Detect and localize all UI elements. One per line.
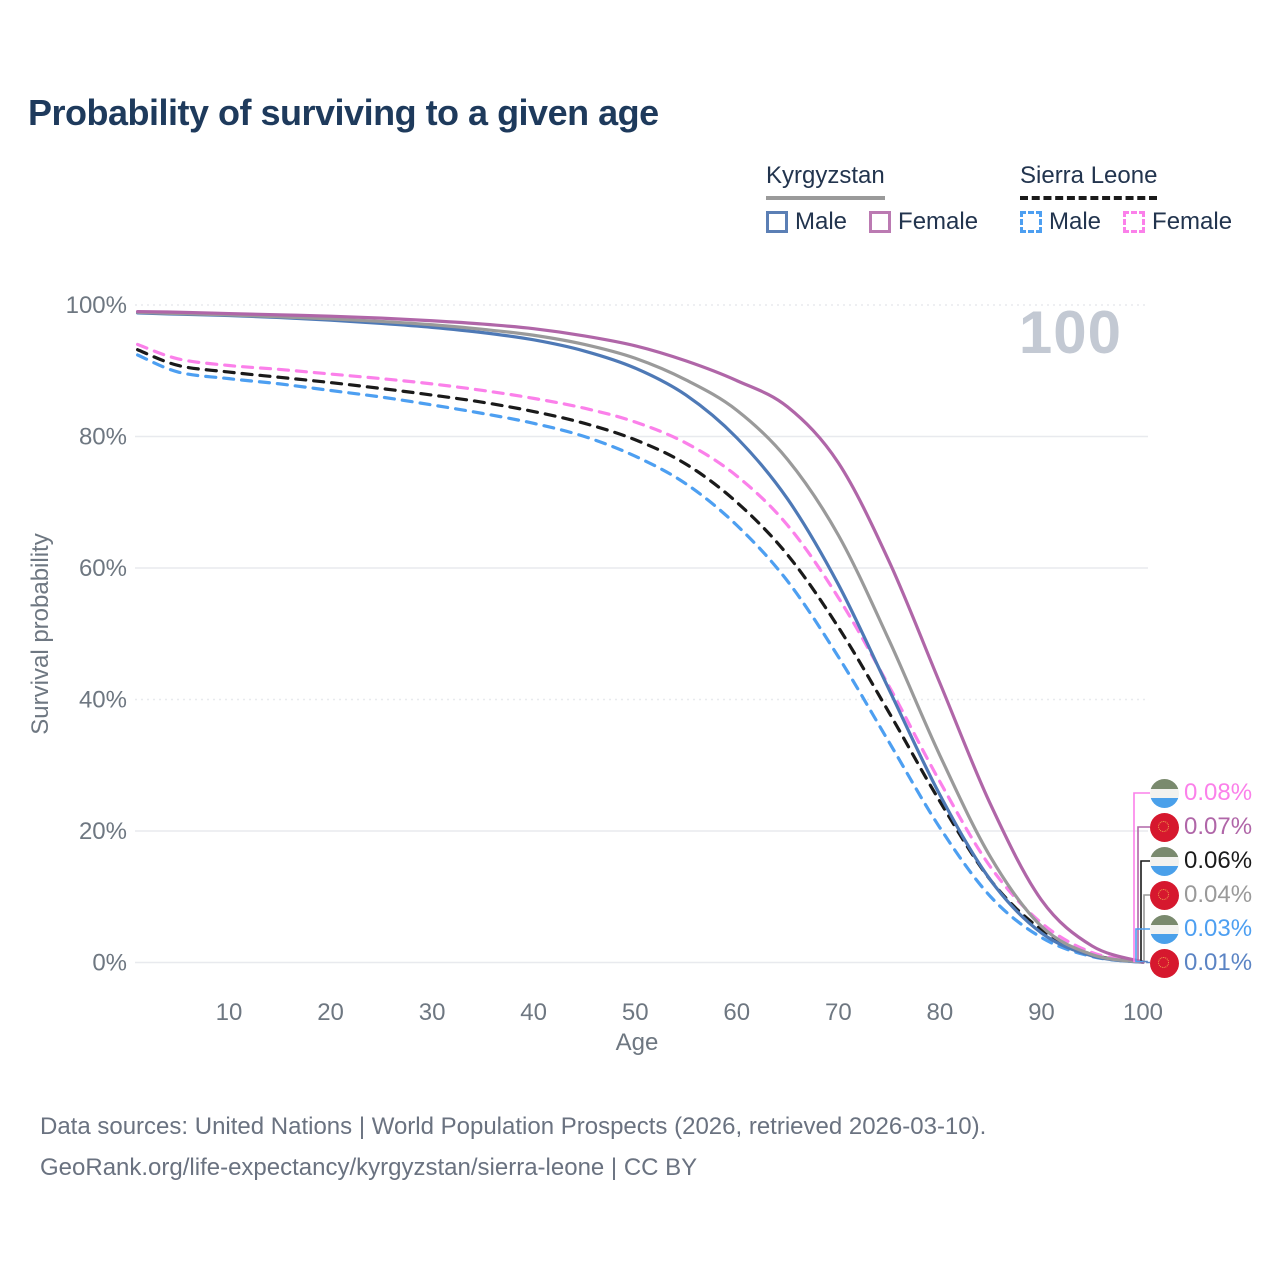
sierra-leone-flag-icon	[1150, 778, 1179, 808]
svg-text:Survival probability: Survival probability	[27, 533, 54, 734]
svg-text:90: 90	[1028, 999, 1055, 1026]
svg-text:20%: 20%	[79, 818, 127, 845]
svg-text:80: 80	[927, 999, 954, 1026]
series-line-kyrgyzstan-male	[135, 311, 1145, 964]
kyrgyzstan-female-swatch-icon	[869, 211, 892, 233]
end-label-kyrgyzstan-female: 0.07%	[1150, 811, 1252, 843]
svg-text:10: 10	[216, 999, 243, 1026]
svg-text:20: 20	[317, 999, 344, 1026]
svg-text:Age: Age	[616, 1029, 659, 1056]
legend-item-sierra-leone-male[interactable]: Male	[1020, 208, 1101, 236]
sierra-leone-female-swatch-icon	[1123, 211, 1146, 233]
end-label-kyrgyzstan-male: 0.01%	[1150, 947, 1252, 979]
legend-header-sierra-leone: Sierra Leone	[1020, 162, 1158, 200]
end-label-kyrgyzstan-both: 0.04%	[1150, 879, 1252, 911]
legend-item-kyrgyzstan-male[interactable]: Male	[766, 208, 847, 236]
svg-text:100%: 100%	[66, 292, 127, 319]
footer-sources-line: Data sources: United Nations | World Pop…	[40, 1113, 987, 1140]
sierra-leone-male-swatch-icon	[1020, 211, 1042, 233]
end-label-sierra-leone-female: 0.08%	[1150, 777, 1252, 809]
kyrgyzstan-flag-icon	[1150, 812, 1179, 842]
legend-item-sierra-leone-female[interactable]: Female	[1123, 208, 1232, 236]
sierra-leone-flag-icon	[1150, 846, 1179, 876]
series-line-sierra-leone-male	[135, 353, 1145, 964]
svg-text:40%: 40%	[79, 687, 127, 714]
svg-text:50: 50	[622, 999, 649, 1026]
series-line-kyrgyzstan-female	[135, 309, 1145, 964]
data-source-footer: Data sources: United Nations | World Pop…	[40, 1106, 986, 1188]
svg-text:60: 60	[723, 999, 750, 1026]
svg-text:30: 30	[419, 999, 446, 1026]
series-line-sierra-leone-both-sexes	[135, 348, 1145, 964]
svg-text:100: 100	[1123, 999, 1163, 1026]
kyrgyzstan-male-swatch-icon	[766, 211, 788, 233]
page-title: Probability of surviving to a given age	[28, 92, 659, 133]
footer-attribution-line: GeoRank.org/life-expectancy/kyrgyzstan/s…	[40, 1154, 698, 1181]
legend-header-kyrgyzstan: Kyrgyzstan	[766, 162, 885, 200]
legend-group-kyrgyzstan: Kyrgyzstan Male Female	[766, 162, 1001, 236]
series-line-sierra-leone-female	[135, 342, 1145, 964]
kyrgyzstan-flag-icon	[1150, 880, 1179, 910]
end-label-sierra-leone-both: 0.06%	[1150, 845, 1252, 877]
end-label-sierra-leone-male: 0.03%	[1150, 913, 1252, 945]
svg-text:40: 40	[520, 999, 547, 1026]
legend-group-sierra-leone: Sierra Leone Male Female	[1020, 162, 1260, 236]
svg-text:80%: 80%	[79, 424, 127, 451]
hovered-age-value: 100	[1018, 299, 1122, 366]
svg-text:70: 70	[825, 999, 852, 1026]
series-line-kyrgyzstan-both-sexes	[135, 310, 1145, 964]
kyrgyzstan-flag-icon	[1150, 948, 1179, 978]
legend-item-kyrgyzstan-female[interactable]: Female	[869, 208, 978, 236]
svg-text:0%: 0%	[92, 950, 127, 977]
sierra-leone-flag-icon	[1150, 914, 1179, 944]
svg-text:60%: 60%	[79, 555, 127, 582]
